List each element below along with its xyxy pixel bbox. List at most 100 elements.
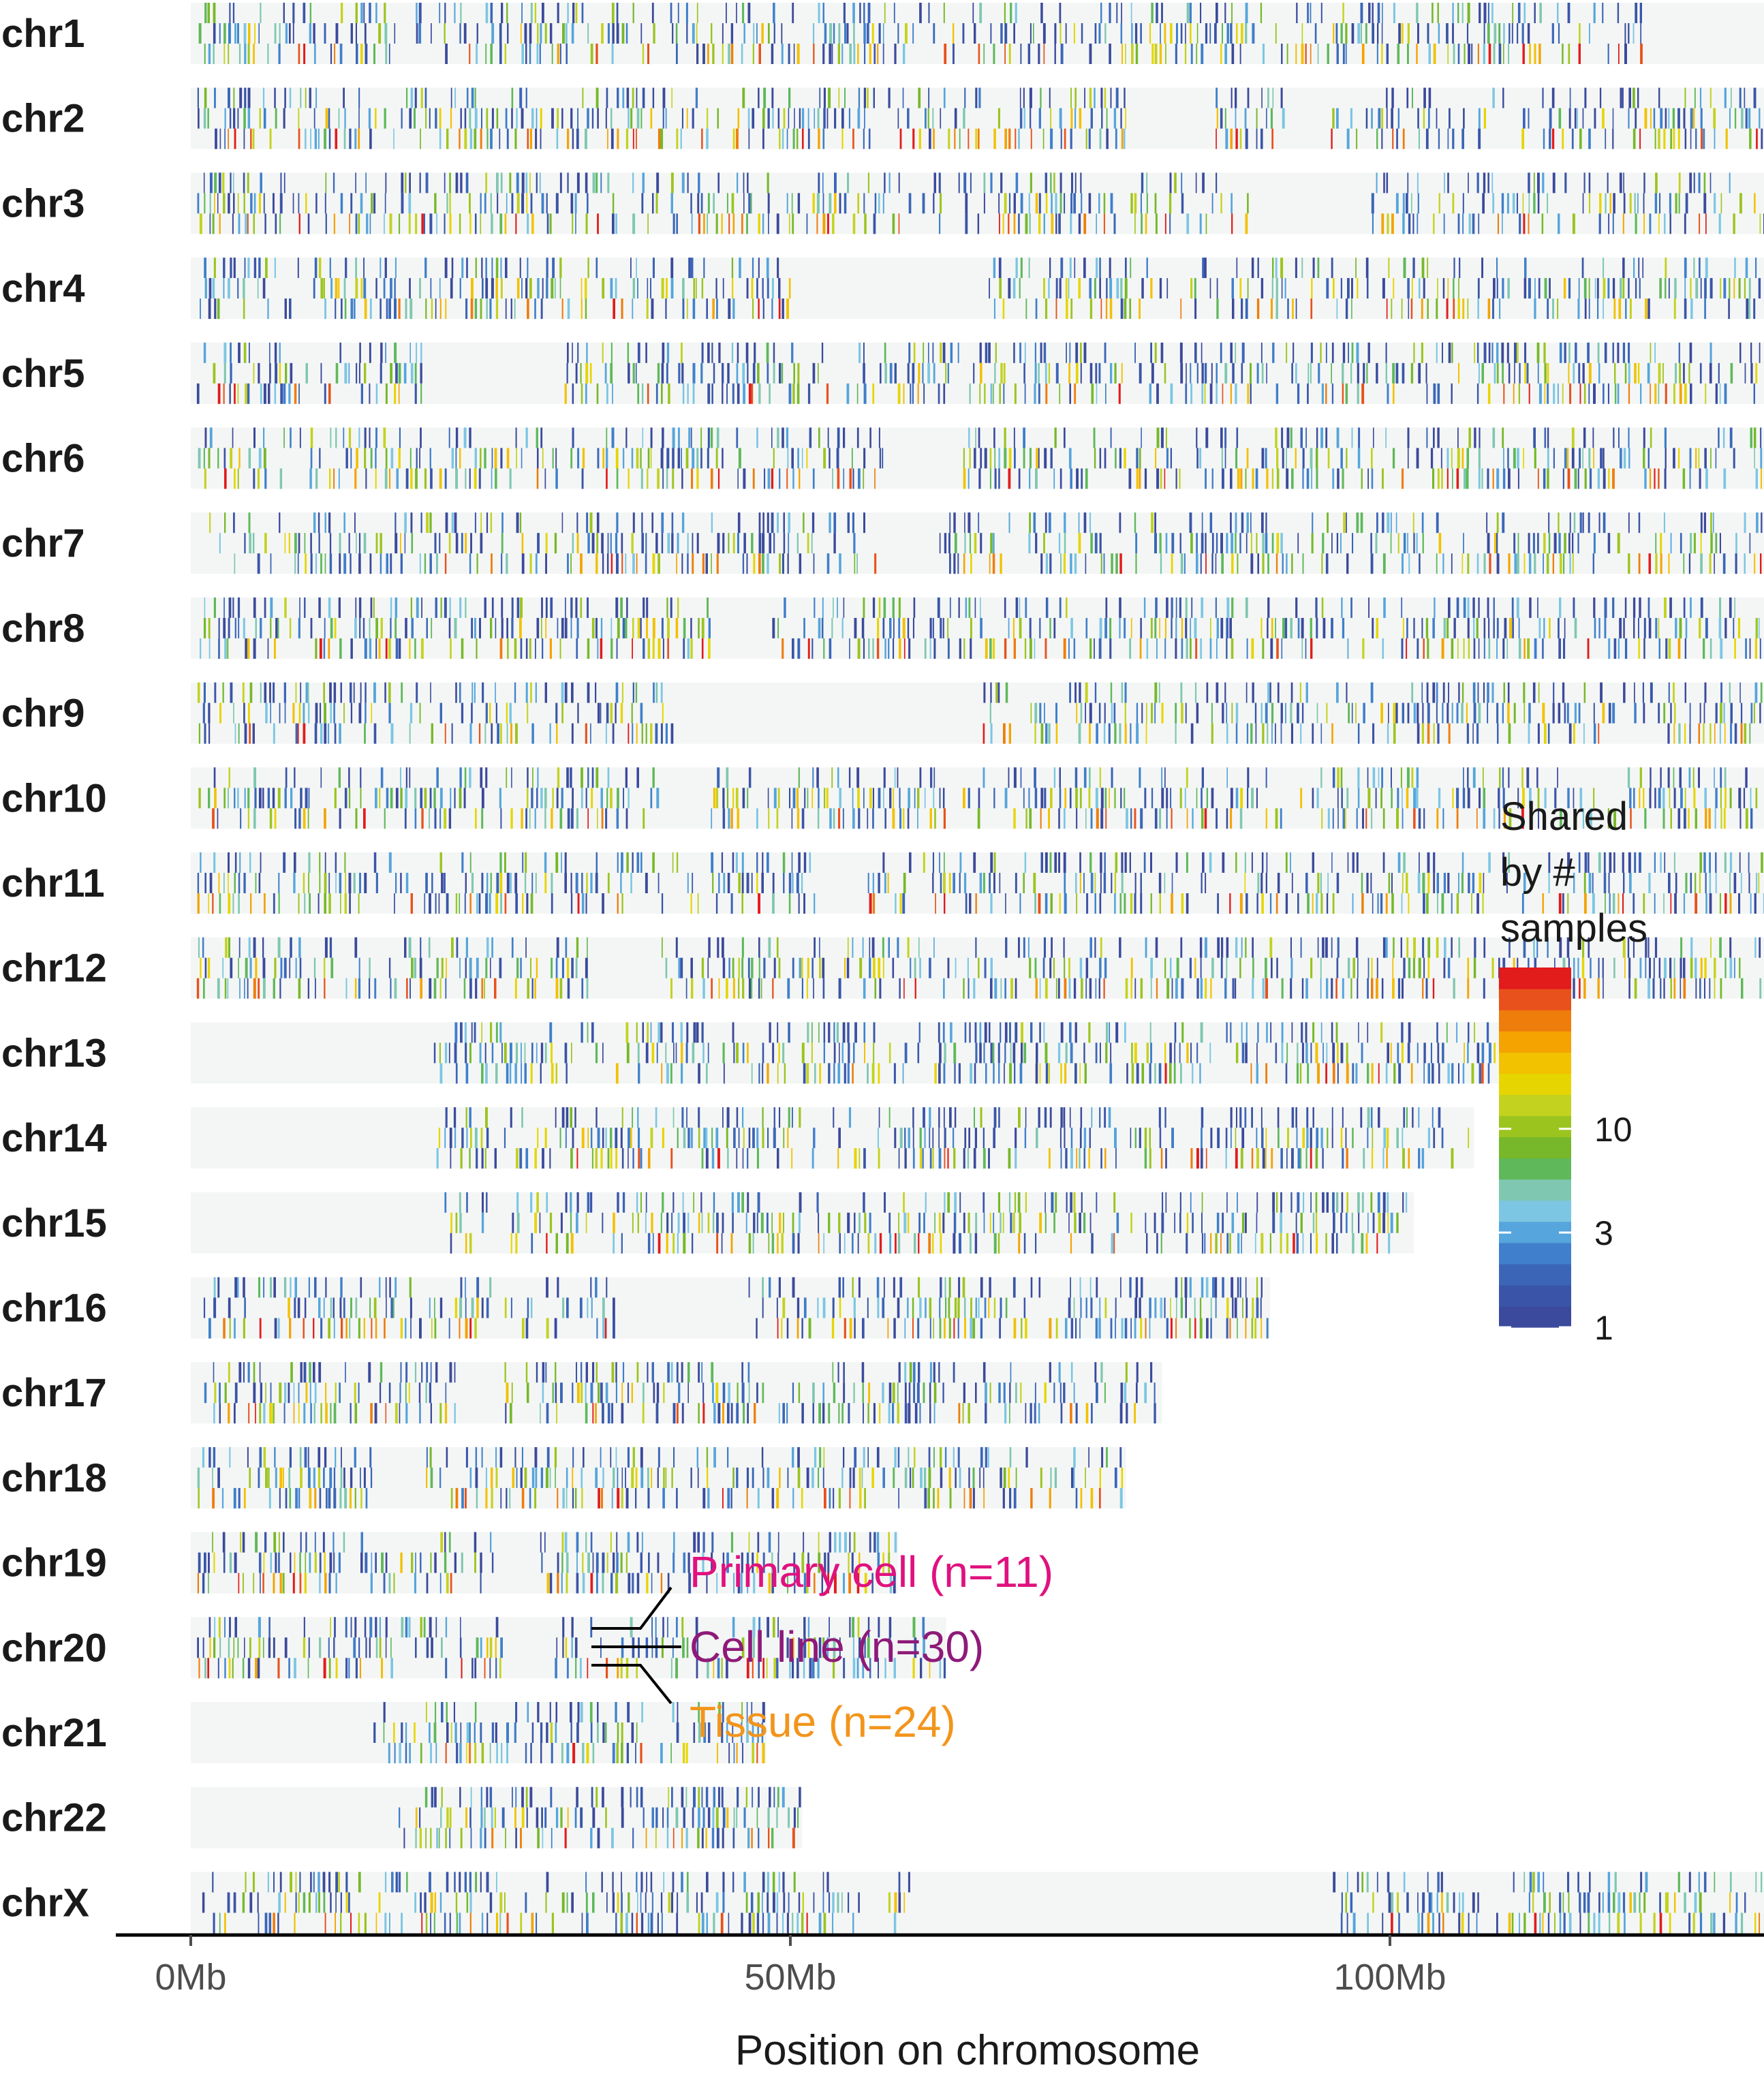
chromosome-background bbox=[191, 1702, 767, 1763]
chromosome-row-chr3: chr3 bbox=[1, 172, 1764, 234]
chromosome-label: chr2 bbox=[1, 97, 85, 141]
chromosome-row-chrX: chrX bbox=[1, 1872, 1764, 1934]
chromosome-row-chr13: chr13 bbox=[1, 1022, 1570, 1084]
peak-marks bbox=[196, 937, 1762, 999]
chromosome-row-chr15: chr15 bbox=[1, 1192, 1414, 1254]
chromosome-row-chr11: chr11 bbox=[1, 852, 1764, 914]
peak-marks bbox=[200, 597, 1761, 659]
chromosome-label: chr7 bbox=[1, 521, 85, 566]
legend-color-step bbox=[1499, 1158, 1571, 1180]
chromosome-row-chr22: chr22 bbox=[1, 1786, 803, 1848]
legend-color-step bbox=[1499, 1136, 1571, 1159]
legend-color-step bbox=[1499, 1010, 1571, 1032]
peak-marks bbox=[204, 1362, 1156, 1424]
legend-color-step bbox=[1499, 1179, 1571, 1201]
legend-title-line: samples bbox=[1500, 906, 1647, 950]
x-axis: 0Mb50Mb100Mb150Mb200Mb250Mb bbox=[116, 1933, 1764, 1998]
peak-marks bbox=[197, 87, 1763, 149]
peak-marks bbox=[197, 1446, 1124, 1508]
chromosome-label: chr15 bbox=[1, 1201, 107, 1245]
legend-title-line: by # bbox=[1500, 850, 1575, 895]
chromosome-background bbox=[191, 682, 1764, 744]
chromosome-background bbox=[191, 1022, 1570, 1084]
legend-tick-label: 1 bbox=[1594, 1309, 1613, 1347]
chromosome-row-chr7: chr7 bbox=[1, 512, 1764, 574]
bracket-line-bottom bbox=[591, 1664, 672, 1705]
chromosome-label: chr9 bbox=[1, 692, 85, 736]
legend-color-step bbox=[1499, 1031, 1571, 1053]
chromosome-label: chr12 bbox=[1, 946, 107, 991]
x-axis-title: Position on chromosome bbox=[735, 2027, 1200, 2074]
peak-marks bbox=[197, 172, 1764, 234]
chromosome-row-chr4: chr4 bbox=[1, 258, 1764, 320]
peak-marks bbox=[197, 1532, 897, 1594]
peak-marks bbox=[198, 427, 1763, 489]
peak-marks bbox=[197, 852, 1764, 914]
chromosome-row-chr18: chr18 bbox=[1, 1446, 1126, 1508]
legend-color-step bbox=[1499, 1200, 1571, 1222]
chromosome-background bbox=[191, 3, 1764, 64]
chromosome-label: chr14 bbox=[1, 1116, 107, 1160]
chromosome-background bbox=[191, 1786, 803, 1848]
chromosome-row-chr9: chr9 bbox=[1, 682, 1764, 744]
chromosome-label: chr20 bbox=[1, 1626, 107, 1670]
chromosome-row-chr19: chr19 bbox=[1, 1532, 899, 1594]
chromosome-background bbox=[191, 427, 1764, 489]
chromosome-row-chr14: chr14 bbox=[1, 1107, 1474, 1169]
peak-marks bbox=[436, 1107, 1470, 1169]
peak-marks bbox=[200, 258, 1761, 320]
chromosome-background bbox=[191, 1107, 1474, 1169]
chromosome-label: chr10 bbox=[1, 776, 107, 820]
legend-title-line: Shared bbox=[1500, 794, 1628, 839]
legend-color-step bbox=[1499, 1073, 1571, 1095]
peak-marks bbox=[196, 342, 1761, 404]
peak-marks bbox=[399, 1786, 801, 1848]
peak-marks bbox=[373, 1702, 765, 1763]
chromosome-background bbox=[191, 87, 1764, 149]
chromosome-row-chr5: chr5 bbox=[1, 342, 1764, 404]
chromosome-label: chr5 bbox=[1, 352, 85, 396]
chromosome-background bbox=[191, 597, 1764, 659]
legend-color-step bbox=[1499, 968, 1571, 989]
legend-tick-label: 10 bbox=[1594, 1111, 1633, 1149]
x-tick-label: 50Mb bbox=[744, 1957, 836, 1998]
legend-color-step bbox=[1499, 1305, 1571, 1328]
peak-marks bbox=[203, 1277, 1269, 1339]
peak-marks bbox=[197, 1617, 946, 1679]
chromosome-row-chr1: chr1 bbox=[1, 3, 1764, 64]
chromosome-label: chr13 bbox=[1, 1031, 107, 1075]
legend-color-step bbox=[1499, 1263, 1571, 1286]
chromosome-row-chr20: chr20 bbox=[1, 1617, 946, 1679]
chromosome-background bbox=[191, 1192, 1414, 1254]
chromosome-row-chr10: chr10 bbox=[1, 767, 1764, 829]
chromosome-label: chr22 bbox=[1, 1796, 107, 1840]
peak-marks bbox=[197, 682, 1763, 744]
chromosome-label: chr17 bbox=[1, 1371, 107, 1415]
peak-marks bbox=[433, 1022, 1564, 1084]
legend-color-step bbox=[1499, 1242, 1571, 1265]
track-annotation-label: Primary cell (n=11) bbox=[690, 1547, 1053, 1596]
chromosome-label: chr8 bbox=[1, 606, 85, 651]
peak-marks bbox=[198, 767, 1758, 829]
track-annotations: Primary cell (n=11) Cell line (n=30) Tissu… bbox=[591, 1547, 1053, 1746]
chromosome-label: chr6 bbox=[1, 437, 85, 481]
legend-color-step bbox=[1499, 1284, 1571, 1307]
chromosome-label: chr1 bbox=[1, 12, 85, 56]
chromosome-label: chr16 bbox=[1, 1286, 107, 1331]
track-annotation-label: Cell line (n=30) bbox=[690, 1622, 984, 1671]
x-tick-label: 0Mb bbox=[155, 1957, 226, 1998]
chromosome-label: chrX bbox=[1, 1881, 89, 1925]
chromosome-row-chr2: chr2 bbox=[1, 87, 1764, 149]
chromosome-row-chr6: chr6 bbox=[1, 427, 1764, 489]
legend-color-step bbox=[1499, 989, 1571, 1010]
chromosome-background bbox=[191, 767, 1764, 829]
chromosome-row-chr8: chr8 bbox=[1, 597, 1764, 659]
color-legend: Shared by # samples 1 3 10 bbox=[1499, 794, 1647, 1347]
x-tick-label: 100Mb bbox=[1333, 1957, 1446, 1998]
legend-color-step bbox=[1499, 1115, 1571, 1138]
peak-marks bbox=[202, 1872, 1764, 1934]
chromosome-background bbox=[191, 852, 1764, 914]
legend-color-step bbox=[1499, 1094, 1571, 1117]
chromosome-label: chr19 bbox=[1, 1541, 107, 1585]
